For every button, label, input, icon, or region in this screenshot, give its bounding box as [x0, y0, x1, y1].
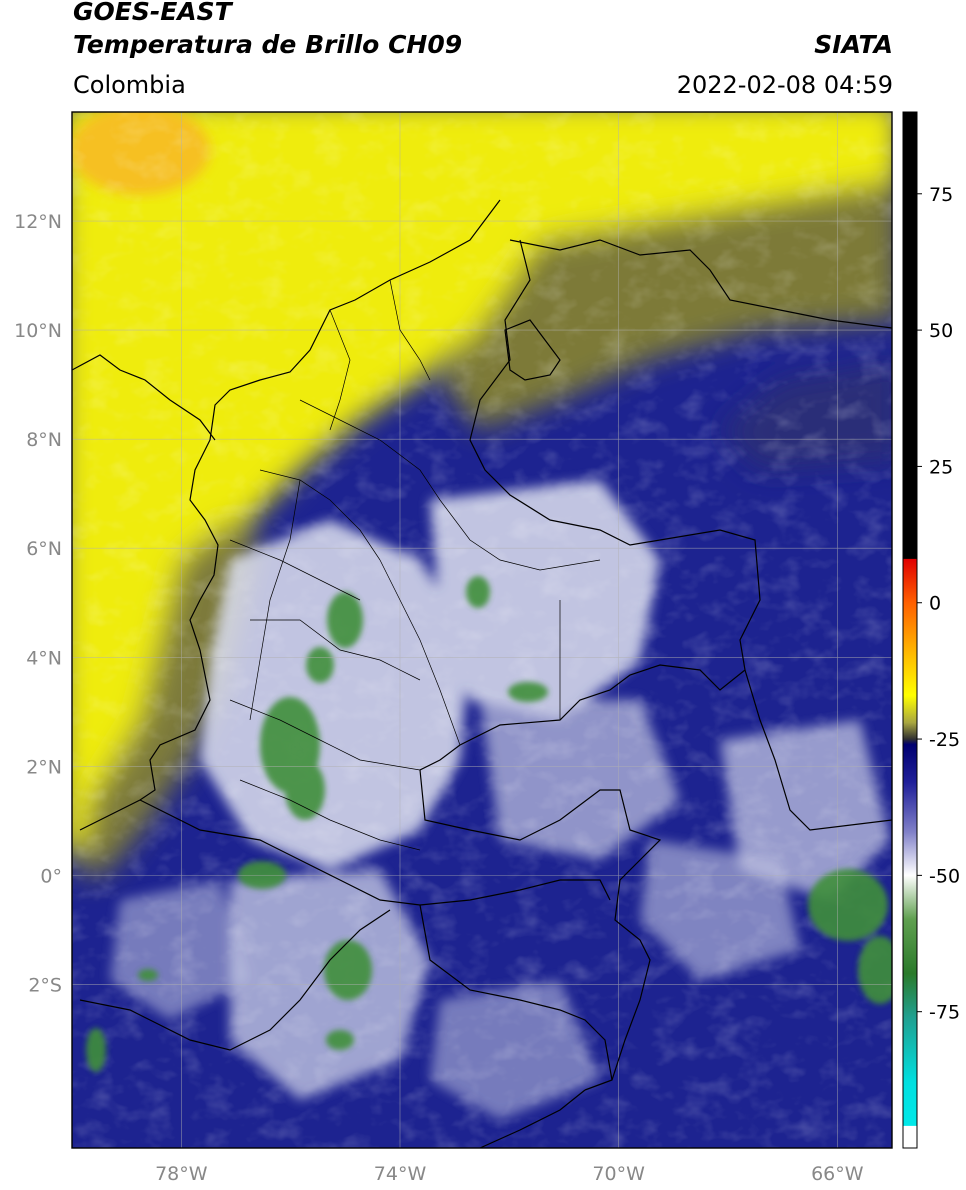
colombia-ecuador-peru-border	[139, 799, 611, 906]
lat-tick-label: 6°N	[26, 538, 62, 560]
title-satellite: GOES-EAST	[73, 0, 232, 26]
venezuela-brazil-border	[744, 669, 892, 831]
lat-tick-label: 2°N	[26, 756, 62, 778]
colorbar-tick-label: 50	[929, 320, 953, 342]
agency-label: SIATA	[814, 30, 893, 59]
satellite-image	[72, 112, 892, 1148]
colorbar-tick-label: -25	[929, 729, 960, 751]
colombia-peru-border	[419, 904, 613, 1081]
colorbar-tick-label: 25	[929, 456, 953, 478]
caribbean-coastline	[79, 199, 501, 831]
panama-coastline	[72, 354, 216, 441]
colorbar-tick-label: -50	[929, 865, 960, 887]
lon-tick-label: 66°W	[811, 1163, 864, 1185]
peru-brazil-border	[479, 1089, 586, 1148]
colorbar-tick-label: 75	[929, 184, 953, 206]
longitude-labels: 78°W 74°W 70°W 66°W	[155, 1163, 864, 1185]
lat-tick-label: 0°	[40, 865, 62, 887]
colombia-brazil-border	[419, 744, 662, 1091]
latitude-labels: 12°N 10°N 8°N 6°N 4°N 2°N 0° 2°S	[14, 211, 62, 996]
lon-tick-label: 78°W	[155, 1163, 208, 1185]
ecuador-peru-border	[79, 909, 391, 1051]
department-borders	[229, 279, 601, 851]
lon-tick-label: 70°W	[592, 1163, 645, 1185]
country-borders	[72, 199, 892, 1148]
title-product: Temperatura de Brillo CH09	[73, 30, 463, 59]
colombia-venezuela-border	[459, 239, 761, 746]
colorbar	[902, 111, 918, 1149]
colorbar-tick-label: 0	[929, 593, 941, 615]
colorbar-ticks: 75 50 25 0 -25 -50 -75	[917, 184, 960, 1024]
lat-tick-label: 8°N	[26, 429, 62, 451]
timestamp-label: 2022-02-08 04:59	[676, 71, 893, 99]
region-label: Colombia	[73, 71, 186, 99]
venezuela-coastline	[509, 239, 892, 329]
graticule	[72, 112, 892, 1148]
lat-tick-label: 10°N	[14, 320, 62, 342]
lat-tick-label: 2°S	[28, 974, 62, 996]
map-frame	[71, 111, 893, 1149]
colorbar-tick-label: -75	[929, 1002, 960, 1024]
maracaibo-lake	[504, 319, 561, 381]
lon-tick-label: 74°W	[374, 1163, 427, 1185]
lat-tick-label: 12°N	[14, 211, 62, 233]
lat-tick-label: 4°N	[26, 647, 62, 669]
